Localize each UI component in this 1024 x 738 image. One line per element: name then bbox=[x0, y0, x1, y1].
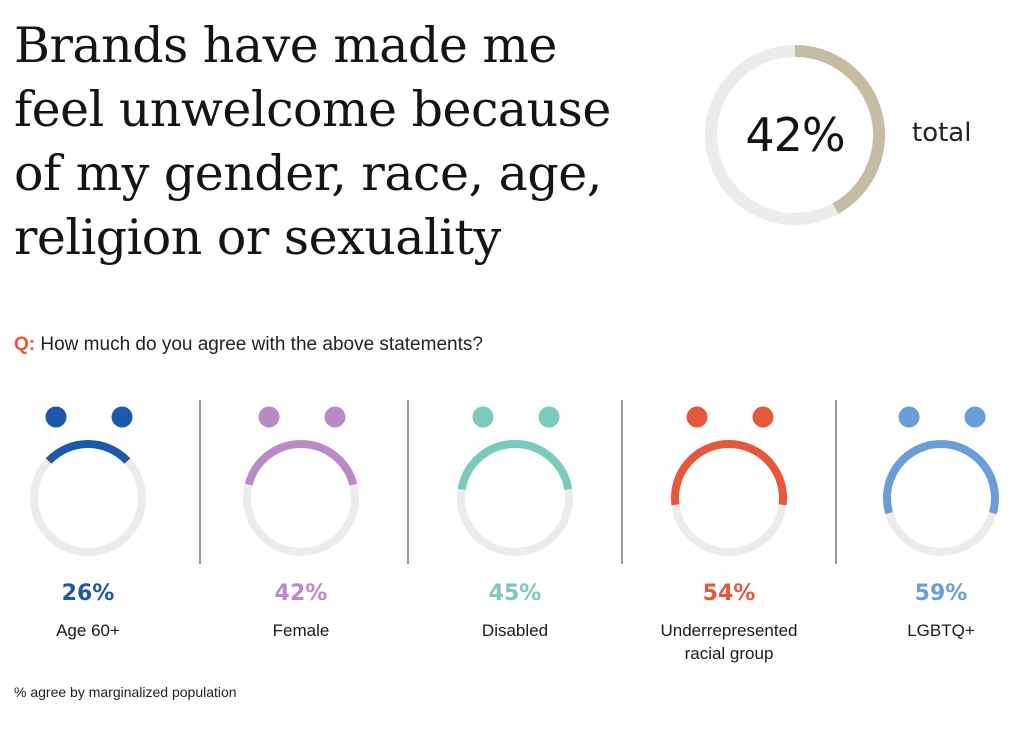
total-donut bbox=[705, 45, 885, 225]
footnote: % agree by marginalized population bbox=[14, 684, 237, 700]
face-chart bbox=[30, 406, 146, 556]
ring-arc bbox=[457, 440, 573, 491]
total-donut-arc bbox=[794, 45, 885, 214]
group-0: 26% Age 60+ bbox=[0, 395, 188, 675]
right-eye bbox=[538, 406, 560, 428]
total-label: total bbox=[912, 118, 972, 148]
left-eye bbox=[686, 406, 708, 428]
group-label: Underrepresented racial group bbox=[660, 621, 798, 663]
question-text: How much do you agree with the above sta… bbox=[40, 334, 483, 355]
left-eye bbox=[472, 406, 494, 428]
face-chart bbox=[671, 406, 787, 556]
right-eye bbox=[964, 406, 986, 428]
divider bbox=[199, 400, 201, 564]
ring-arc bbox=[883, 440, 999, 515]
group-label: Female bbox=[272, 621, 330, 640]
right-eye bbox=[752, 406, 774, 428]
face-chart bbox=[243, 406, 359, 556]
total-value: 42% bbox=[745, 108, 845, 162]
group-label: Disabled bbox=[481, 621, 549, 640]
group-3: 54% Underrepresented racial group bbox=[629, 395, 829, 675]
group-2: 45% Disabled bbox=[415, 395, 615, 675]
group-label: LGBTQ+ bbox=[907, 621, 975, 640]
headline: Brands have made me feel unwelcome becau… bbox=[14, 17, 611, 266]
group-4: 59% LGBTQ+ bbox=[841, 395, 1024, 675]
group-1: 42% Female bbox=[201, 395, 401, 675]
ring-arc bbox=[244, 440, 358, 486]
divider bbox=[407, 400, 409, 564]
group-label: Age 60+ bbox=[56, 621, 120, 640]
percent-label: 54% bbox=[702, 581, 756, 606]
face-chart bbox=[457, 406, 573, 556]
face-chart bbox=[883, 406, 999, 556]
left-eye bbox=[45, 406, 67, 428]
question: Q: How much do you agree with the above … bbox=[14, 334, 483, 356]
divider bbox=[835, 400, 837, 564]
left-eye bbox=[258, 406, 280, 428]
percent-label: 26% bbox=[61, 581, 115, 606]
percent-label: 45% bbox=[488, 581, 542, 606]
right-eye bbox=[324, 406, 346, 428]
divider bbox=[621, 400, 623, 564]
right-eye bbox=[111, 406, 133, 428]
percent-label: 59% bbox=[914, 581, 968, 606]
question-prefix: Q: bbox=[14, 334, 36, 355]
ring-arc bbox=[45, 440, 131, 464]
left-eye bbox=[898, 406, 920, 428]
ring-arc bbox=[671, 440, 787, 506]
percent-label: 42% bbox=[274, 581, 328, 606]
